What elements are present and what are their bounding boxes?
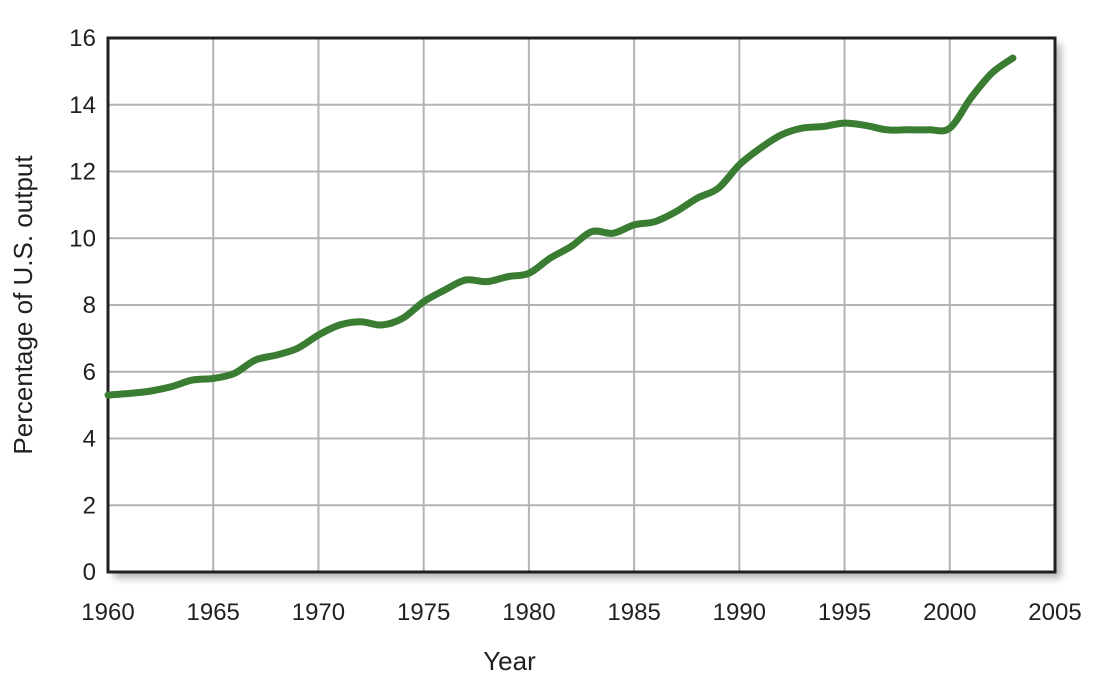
y-axis-title: Percentage of U.S. output xyxy=(8,155,38,455)
y-tick-label: 4 xyxy=(83,426,96,453)
x-tick-label: 1965 xyxy=(187,599,240,626)
series-line-0 xyxy=(104,54,1017,399)
plot-border xyxy=(106,36,1057,574)
x-tick-label: 1975 xyxy=(397,599,450,626)
y-tick-label: 6 xyxy=(83,359,96,386)
x-tick-label: 1970 xyxy=(292,599,345,626)
x-tick-label: 1995 xyxy=(818,599,871,626)
y-tick-label: 16 xyxy=(69,25,96,52)
x-axis-tick-labels: 1960 1965 1970 1975 1980 1985 1990 1995 2000 2005 xyxy=(81,599,1081,626)
series-group xyxy=(104,54,1017,399)
x-tick-label: 1985 xyxy=(607,599,660,626)
x-tick-label: 1990 xyxy=(713,599,766,626)
x-axis-title: Year xyxy=(483,646,536,676)
y-axis-tick-labels: 0 2 4 6 8 10 12 14 16 xyxy=(69,25,96,586)
x-tick-label: 1980 xyxy=(502,599,555,626)
x-tick-label: 2000 xyxy=(923,599,976,626)
y-tick-label: 8 xyxy=(83,292,96,319)
x-tick-label: 1960 xyxy=(81,599,134,626)
y-tick-label: 14 xyxy=(69,92,96,119)
y-tick-label: 2 xyxy=(83,492,96,519)
y-tick-label: 10 xyxy=(69,225,96,252)
y-tick-label: 12 xyxy=(69,159,96,186)
x-tick-label: 2005 xyxy=(1028,599,1081,626)
y-tick-label: 0 xyxy=(83,559,96,586)
